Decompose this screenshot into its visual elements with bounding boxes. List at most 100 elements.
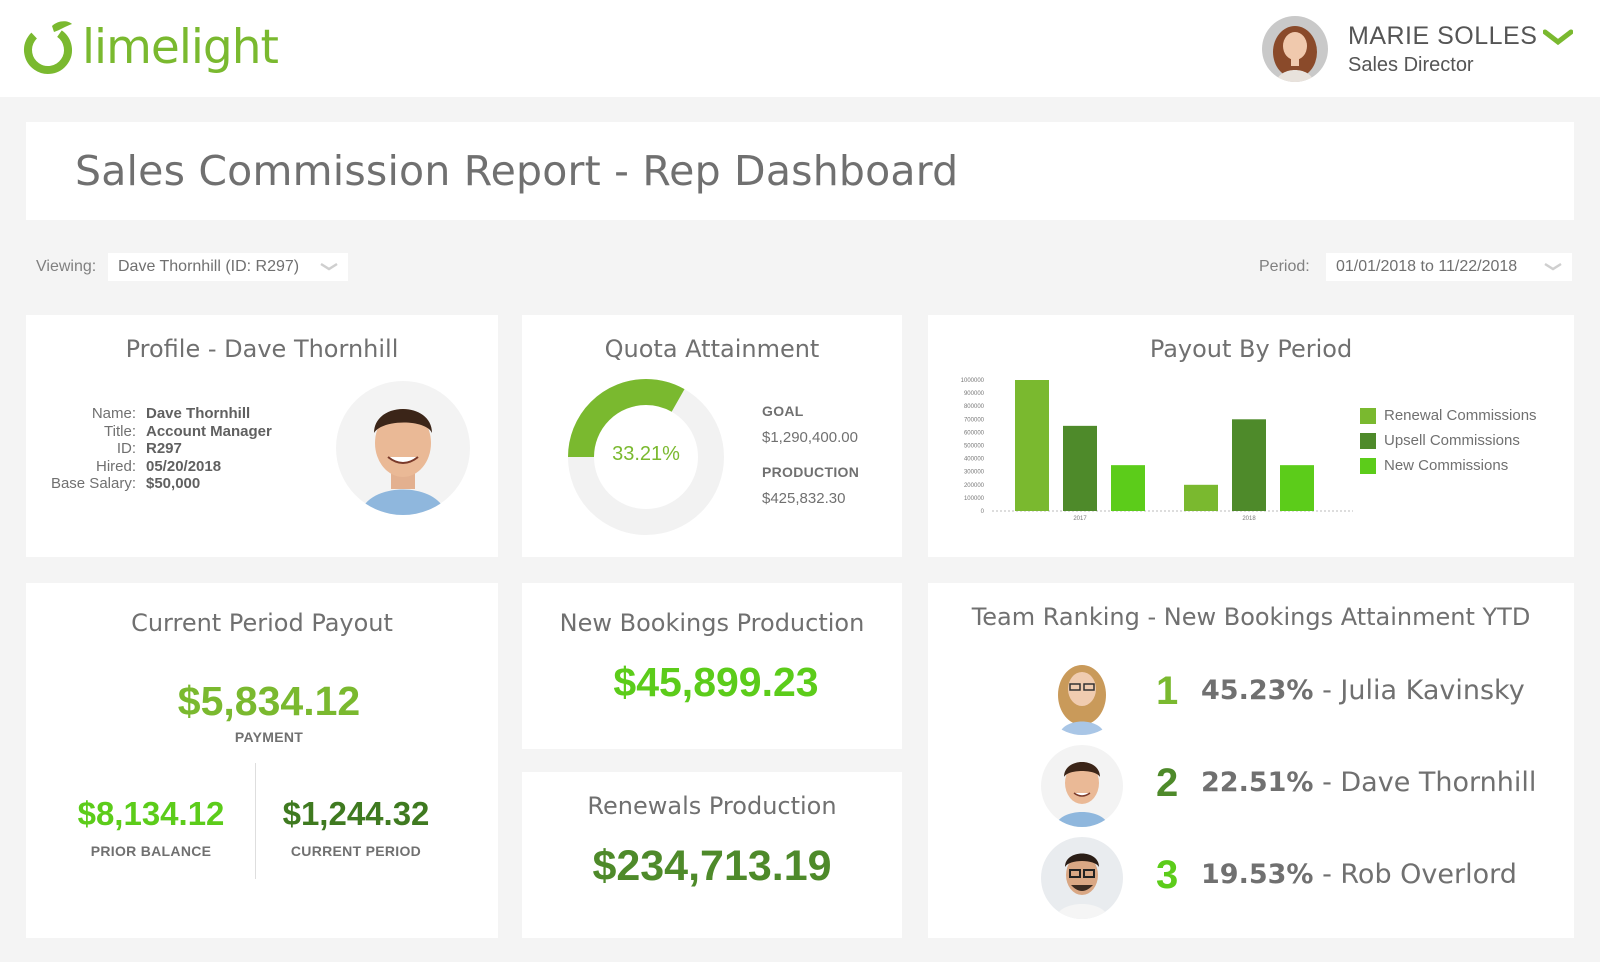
- team-ranking-card: Team Ranking - New Bookings Attainment Y…: [928, 583, 1574, 938]
- legend-item: Upsell Commissions: [1360, 428, 1537, 453]
- current-payout-title: Current Period Payout: [131, 609, 393, 637]
- bar: [1184, 484, 1218, 511]
- y-tick-label: 700000: [964, 417, 985, 423]
- woman-avatar-icon: [1262, 16, 1328, 82]
- rank-text: 22.51% - Dave Thornhill: [1201, 767, 1536, 798]
- profile-key: Base Salary:: [50, 475, 136, 492]
- current-period-label: CURRENT PERIOD: [290, 843, 422, 859]
- new-bookings-value: $45,899.23: [613, 659, 819, 705]
- rank-name: - Dave Thornhill: [1322, 767, 1537, 798]
- ranking-row: 3 19.53% - Rob Overlord: [928, 837, 1574, 921]
- production-label: PRODUCTION: [762, 464, 860, 480]
- new-bookings-title: New Bookings Production: [559, 609, 865, 637]
- chart-legend: Renewal Commissions Upsell Commissions N…: [1360, 403, 1537, 478]
- y-tick-label: 100000: [964, 496, 985, 502]
- y-tick-label: 500000: [964, 444, 985, 450]
- legend-label: Upsell Commissions: [1384, 432, 1520, 449]
- woman-glasses-avatar-icon: [1041, 653, 1123, 735]
- ranking-title: Team Ranking - New Bookings Attainment Y…: [971, 603, 1531, 631]
- profile-row: Name: Dave Thornhill: [36, 405, 272, 423]
- man-avatar-icon: [336, 381, 470, 515]
- legend-item: Renewal Commissions: [1360, 403, 1537, 428]
- payout-chart-title: Payout By Period: [1149, 335, 1353, 363]
- chevron-down-icon[interactable]: [1543, 28, 1573, 46]
- x-tick-label: 2017: [1073, 516, 1087, 522]
- y-tick-label: 0: [981, 509, 985, 515]
- page-title: Sales Commission Report - Rep Dashboard: [75, 147, 959, 195]
- legend-label: Renewal Commissions: [1384, 407, 1537, 424]
- prior-balance-value: $8,134.12: [77, 795, 225, 832]
- profile-value: Dave Thornhill: [146, 405, 251, 422]
- production-value: $425,832.30: [762, 490, 846, 507]
- profile-key: ID:: [116, 440, 136, 457]
- viewing-select[interactable]: Dave Thornhill (ID: R297): [108, 253, 348, 281]
- bar: [1111, 465, 1145, 511]
- divider: [255, 763, 256, 879]
- profile-details: Name: Dave Thornhill Title: Account Manage…: [36, 405, 272, 493]
- donut-progress-arc: [568, 379, 724, 535]
- payment-value: $5,834.12: [177, 678, 361, 724]
- user-avatar[interactable]: [1262, 16, 1328, 82]
- legend-swatch: [1360, 432, 1376, 449]
- man-avatar-icon: [1041, 745, 1123, 827]
- y-tick-label: 600000: [964, 430, 985, 436]
- bar: [1232, 419, 1266, 511]
- rank-percent: 22.51%: [1201, 767, 1314, 798]
- user-info: MARIE SOLLES Sales Director: [1348, 21, 1538, 75]
- legend-label: New Commissions: [1384, 457, 1509, 474]
- ranking-row: 1 45.23% - Julia Kavinsky: [928, 653, 1574, 737]
- limelight-logo[interactable]: limelight: [22, 18, 279, 76]
- profile-value: R297: [146, 440, 182, 457]
- rank-number: 1: [1156, 669, 1179, 713]
- title-bar: Sales Commission Report - Rep Dashboard: [26, 122, 1574, 220]
- bar: [1280, 465, 1314, 511]
- profile-row: ID: R297: [36, 440, 272, 458]
- y-tick-label: 1000000: [961, 378, 985, 384]
- bar: [1015, 380, 1049, 511]
- renewals-title: Renewals Production: [587, 792, 837, 820]
- quota-percent: 33.21%: [612, 443, 680, 465]
- profile-key: Hired:: [95, 457, 136, 475]
- bar: [1063, 425, 1097, 511]
- rank-name: - Julia Kavinsky: [1322, 675, 1525, 706]
- y-tick-label: 900000: [964, 391, 985, 397]
- profile-key: Name:: [91, 405, 136, 422]
- payout-chart-card: Payout By Period 0 100000 200000 300000 4000…: [928, 315, 1574, 557]
- payment-label: PAYMENT: [234, 729, 304, 745]
- goal-label: GOAL: [762, 403, 804, 419]
- current-payout-card: Current Period Payout $5,834.12 PAYMENT …: [26, 583, 498, 938]
- profile-row: Hired: 05/20/2018: [36, 458, 272, 476]
- profile-value: 05/20/2018: [146, 457, 222, 475]
- profile-title: Profile - Dave Thornhill: [125, 335, 399, 363]
- y-tick-label: 200000: [964, 483, 985, 489]
- legend-swatch: [1360, 457, 1376, 474]
- rank-number: 2: [1156, 761, 1179, 805]
- rank-number: 3: [1156, 853, 1179, 897]
- ranking-row: 2 22.51% - Dave Thornhill: [928, 745, 1574, 829]
- profile-photo: [336, 381, 470, 515]
- profile-row: Title: Account Manager: [36, 423, 272, 441]
- user-menu[interactable]: MARIE SOLLES Sales Director: [1262, 16, 1537, 82]
- new-bookings-card: New Bookings Production $45,899.23: [522, 583, 902, 749]
- period-label: Period:: [1259, 258, 1310, 275]
- rank-percent: 19.53%: [1201, 859, 1314, 890]
- rank-percent: 45.23%: [1201, 675, 1314, 706]
- goal-value: $1,290,400.00: [762, 429, 858, 446]
- period-select[interactable]: 01/01/2018 to 11/22/2018: [1326, 253, 1572, 281]
- user-name: MARIE SOLLES: [1348, 21, 1538, 50]
- profile-key: Title:: [104, 422, 136, 440]
- legend-swatch: [1360, 407, 1376, 424]
- viewing-label: Viewing:: [36, 258, 97, 275]
- y-tick-label: 800000: [964, 404, 985, 410]
- quota-title: Quota Attainment: [604, 335, 820, 363]
- rank-text: 45.23% - Julia Kavinsky: [1201, 675, 1525, 706]
- quota-donut: [568, 379, 724, 535]
- prior-balance-label: PRIOR BALANCE: [90, 843, 212, 859]
- y-tick-label: 300000: [964, 470, 985, 476]
- period-value: 01/01/2018 to 11/22/2018: [1336, 258, 1518, 275]
- profile-card: Profile - Dave Thornhill Name: Dave Thorn…: [26, 315, 498, 557]
- rank-name: - Rob Overlord: [1322, 859, 1517, 890]
- man-glasses-avatar-icon: [1041, 837, 1123, 919]
- rank-avatar: [1041, 745, 1123, 827]
- logo-wordmark: limelight: [82, 19, 279, 75]
